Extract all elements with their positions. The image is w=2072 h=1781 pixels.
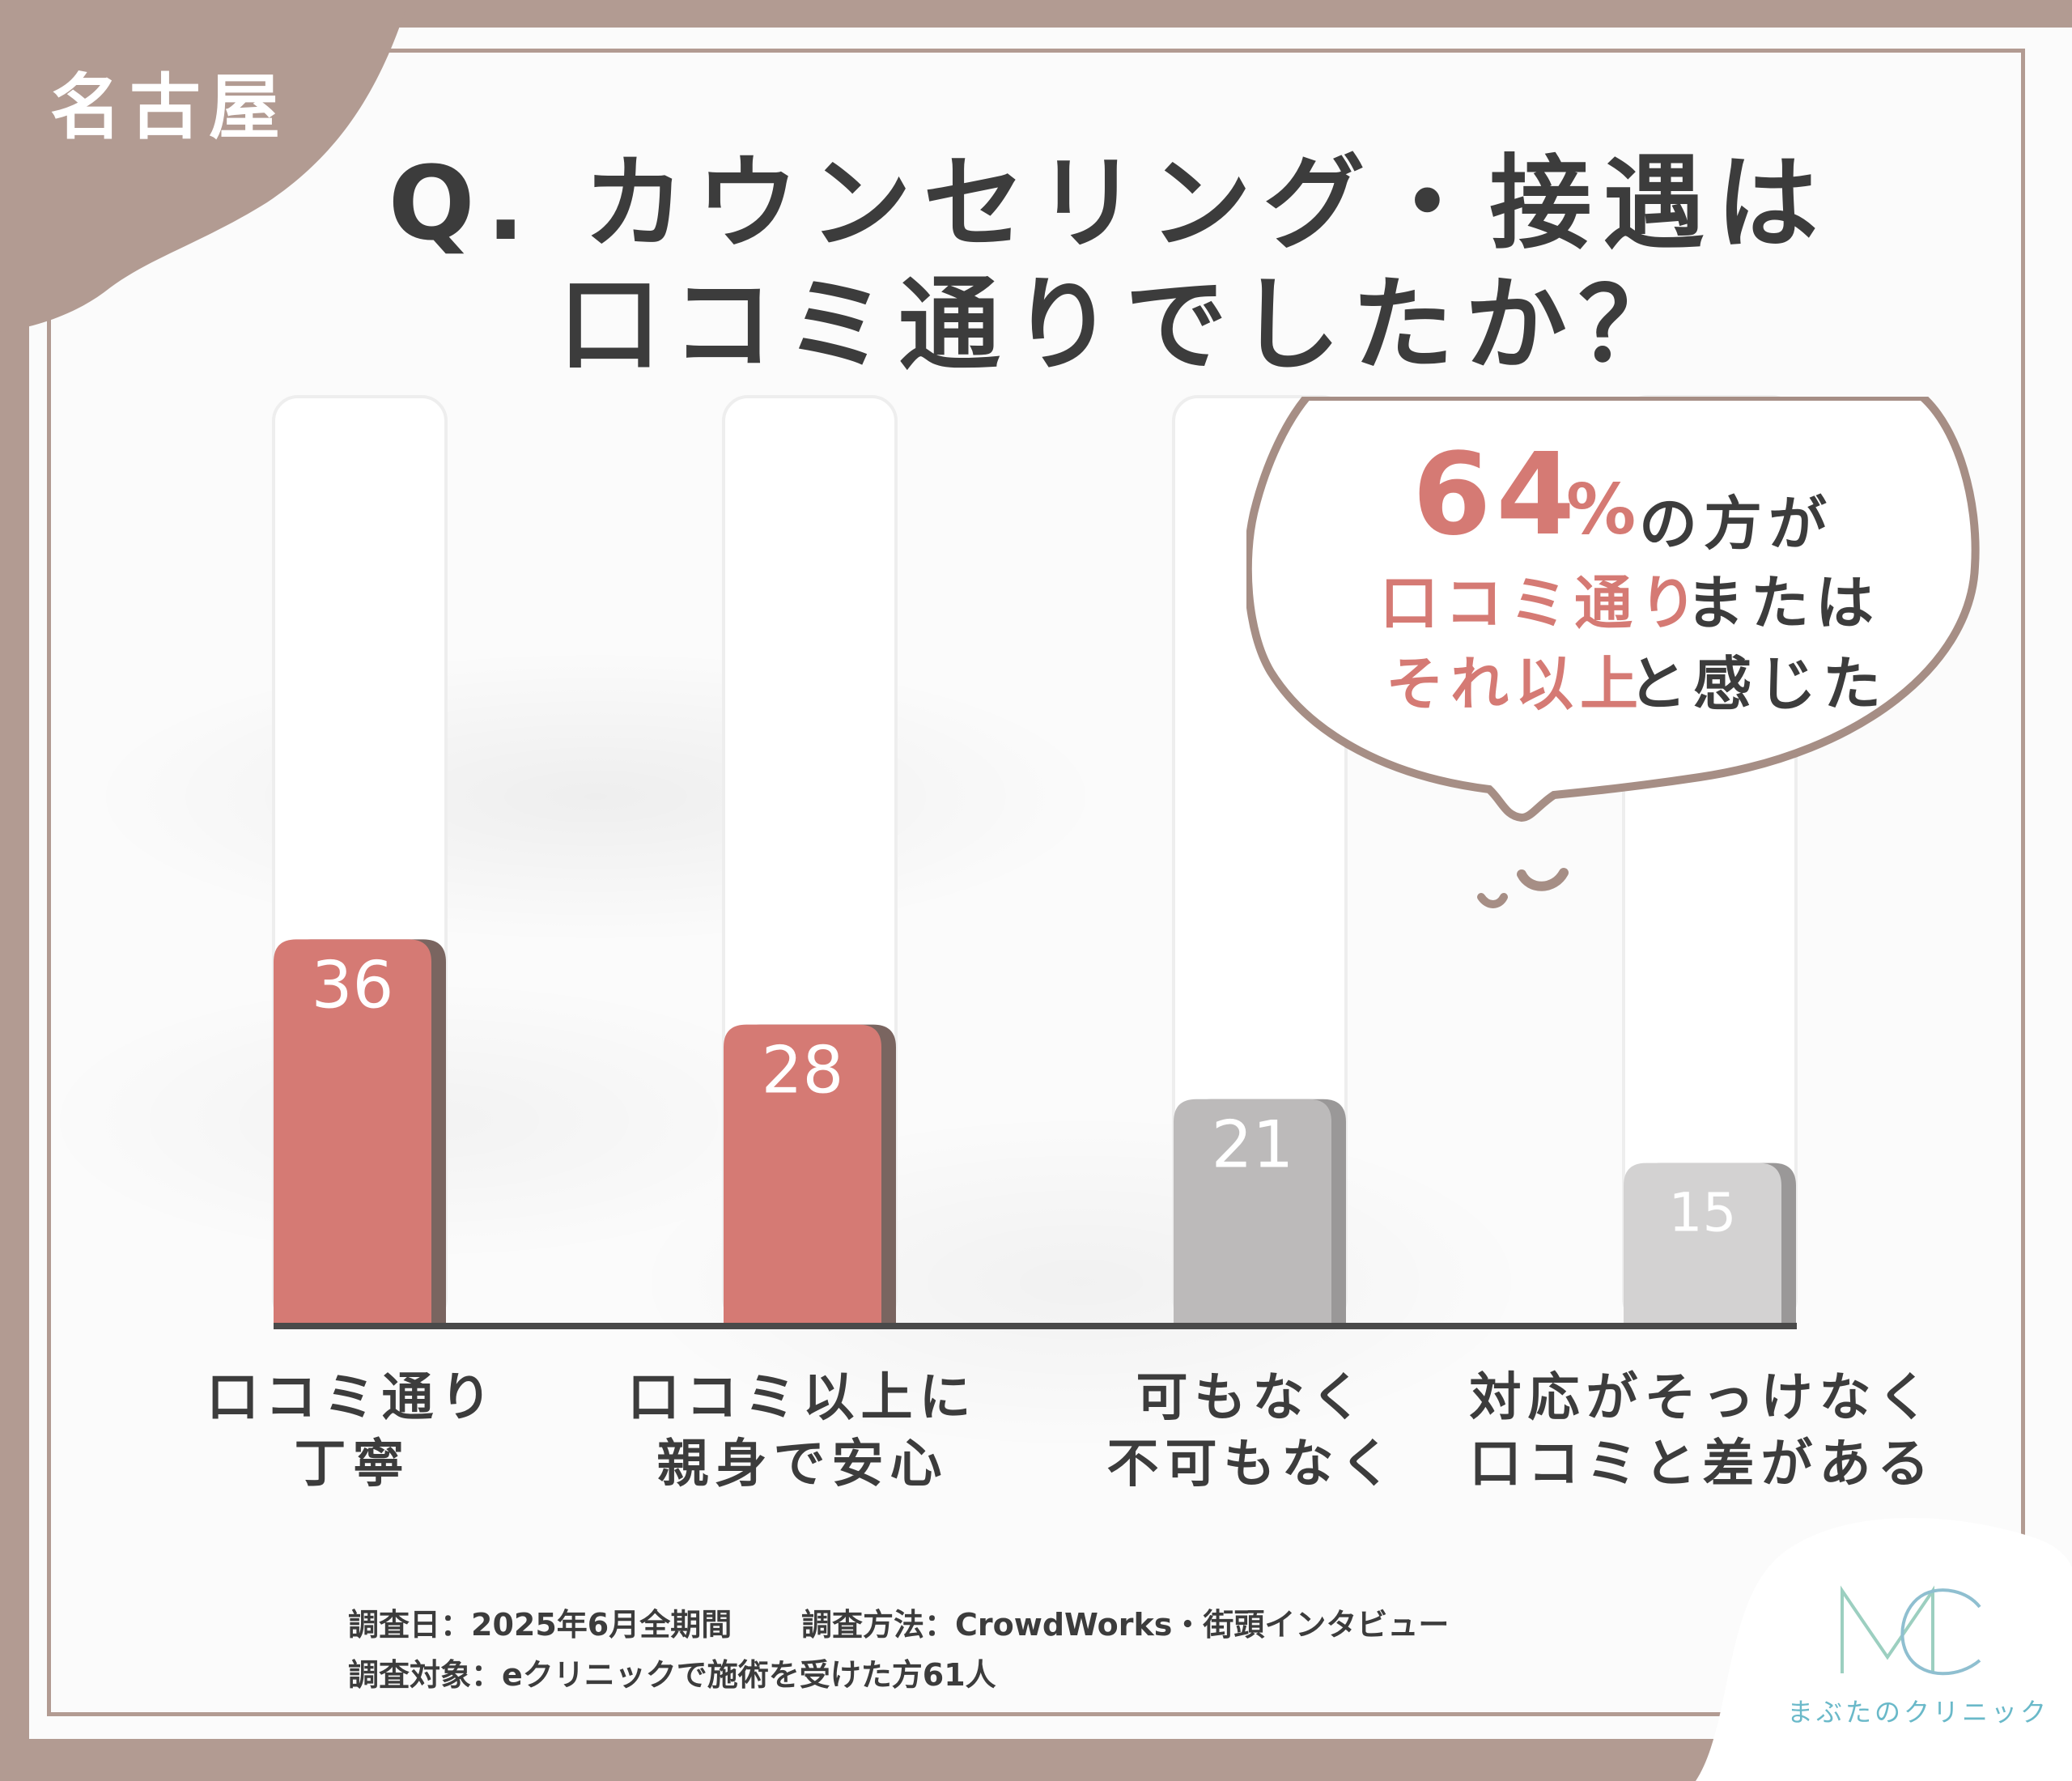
bubble-line3-rest: と感じた — [1628, 650, 1888, 718]
survey-method: 調査方法：CrowdWorks・街頭インタビュー — [801, 1607, 1450, 1643]
x-label-1: 口コミ以上に 親身で安心 — [544, 1365, 1062, 1498]
survey-date: 調査日：2025年6月全期間 — [348, 1607, 732, 1643]
value-label-2: 21 — [1212, 1107, 1294, 1183]
city-tag: 名古屋 — [50, 66, 289, 149]
value-label-1: 28 — [762, 1033, 844, 1108]
x-label-2-line-1: 不可もなく — [1106, 1435, 1399, 1494]
x-label-1-line-1: 親身で安心 — [656, 1435, 949, 1494]
value-label-0: 36 — [312, 947, 394, 1022]
x-label-3: 対応がそっけなく 口コミと差がある — [1444, 1365, 1962, 1498]
bar-2 — [1174, 1099, 1331, 1323]
x-label-1-line-0: 口コミ以上に — [627, 1368, 978, 1428]
bubble-line2-highlight: 口コミ通り — [1380, 569, 1705, 637]
survey-target: 調査対象：eクリニックで施術を受けた方61人 — [348, 1657, 996, 1693]
x-label-3-line-0: 対応がそっけなく — [1469, 1368, 1936, 1428]
value-label-3: 15 — [1669, 1182, 1737, 1244]
x-label-0-line-1: 丁寧 — [294, 1435, 411, 1494]
x-label-2: 可もなく 不可もなく — [994, 1365, 1512, 1498]
bars — [274, 939, 1796, 1323]
x-label-3-line-1: 口コミと差がある — [1469, 1435, 1936, 1494]
bar-0 — [274, 939, 431, 1323]
title-line-2: 口コミ通りでしたか？ — [558, 266, 1692, 385]
card-frame — [47, 49, 2025, 1716]
bar-3 — [1624, 1163, 1781, 1323]
x-label-2-line-0: 可もなく — [1136, 1368, 1369, 1428]
corner-tag-shape — [0, 0, 409, 332]
speech-bubble — [1246, 397, 1980, 908]
bar-1 — [724, 1024, 881, 1323]
bubble-line1-rest: の方が — [1639, 490, 1834, 558]
x-label-0-line-0: 口コミ通り — [206, 1368, 499, 1428]
title-line-1: Q. カウンセリング・接遇は — [388, 144, 1830, 263]
bubble-line3-highlight: それ以上 — [1386, 650, 1645, 718]
x-label-0: 口コミ通り 丁寧 — [94, 1365, 612, 1498]
value-labels: 36 28 21 15 — [312, 947, 1737, 1243]
logo-name: まぶたのクリニック — [1786, 1697, 2049, 1728]
bubble-percent: 64 — [1412, 429, 1580, 561]
bubble-line2-rest: または — [1686, 569, 1881, 637]
bubble-percent-sign: % — [1566, 470, 1643, 550]
logo-mark-icon — [1841, 1585, 1981, 1676]
